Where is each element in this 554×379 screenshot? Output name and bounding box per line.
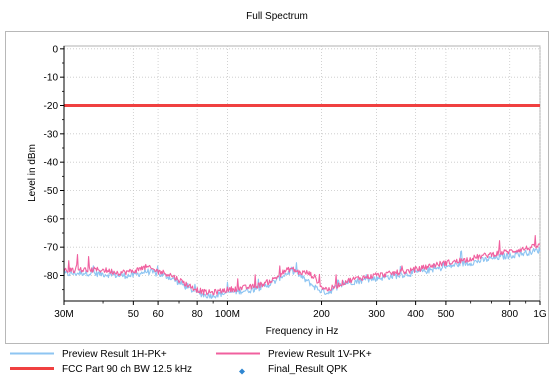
y-tick-label: -10: [44, 73, 59, 84]
legend-label: Final_Result QPK: [268, 364, 348, 375]
x-tick-label: 200: [313, 309, 330, 320]
grid-lines: [63, 46, 541, 301]
y-tick-label: -20: [44, 101, 59, 112]
x-tick-label: 400: [407, 309, 424, 320]
axes: 0 -10 -20 -30 -40 -50 -60 -70 -80 30M 50 60 80 100M 20…: [44, 44, 547, 320]
y-tick-label: -60: [44, 214, 59, 225]
legend-label: Preview Result 1V-PK+: [268, 349, 372, 360]
legend-label: Preview Result 1H-PK+: [62, 349, 167, 360]
y-tick-label: -70: [44, 243, 59, 254]
y-tick-label: -40: [44, 158, 59, 169]
y-tick-label: 0: [52, 44, 58, 55]
y-tick-label: -30: [44, 129, 59, 140]
legend-label: FCC Part 90 ch BW 12.5 kHz: [62, 364, 192, 375]
data-series: [63, 104, 541, 299]
series-preview-result-1v-pk: [63, 235, 541, 296]
x-tick-label: 60: [153, 309, 165, 320]
x-axis-label: Frequency in Hz: [266, 326, 339, 337]
x-tick-label: 800: [501, 309, 518, 320]
y-axis-label: Level in dBm: [27, 144, 38, 202]
x-tick-label: 300: [368, 309, 385, 320]
chart-title: Full Spectrum: [246, 11, 308, 22]
y-tick-label: -80: [44, 271, 59, 282]
x-tick-label: 80: [192, 309, 204, 320]
legend-swatch: [239, 368, 245, 375]
legend: Preview Result 1H-PK+ Preview Result 1V-P…: [10, 349, 372, 375]
plot-area: [63, 45, 541, 302]
x-tick-label: 100M: [215, 309, 240, 320]
x-tick-label: 1G: [533, 309, 547, 320]
y-tick-label: -50: [44, 186, 59, 197]
x-tick-label: 500: [438, 309, 455, 320]
x-tick-label: 30M: [54, 309, 73, 320]
x-tick-label: 50: [128, 309, 140, 320]
